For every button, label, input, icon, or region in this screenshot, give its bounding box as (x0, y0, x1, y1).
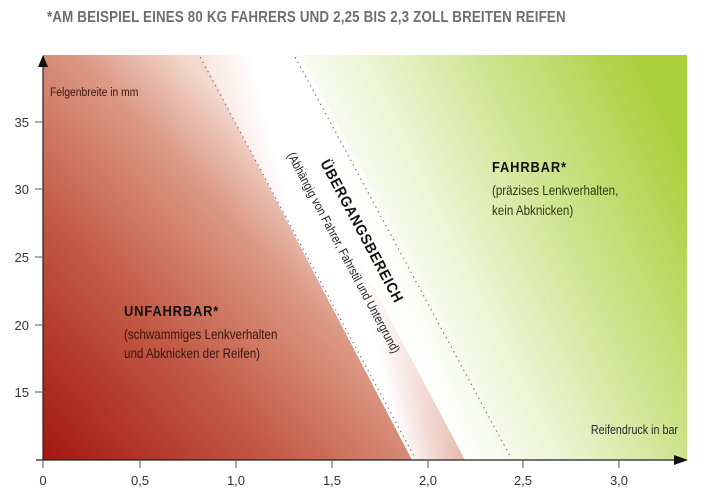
y-axis-arrow-icon (38, 55, 48, 67)
fahrbar-desc-line2: kein Abknicken) (492, 203, 573, 218)
y-tick-label: 15 (15, 385, 29, 400)
x-tick-label: 1,0 (227, 473, 245, 488)
plot-area (43, 55, 687, 460)
x-axis-arrow-icon (674, 455, 688, 465)
y-tick-label: 35 (15, 115, 29, 130)
y-axis-label: Felgenbreite in mm (50, 86, 138, 99)
x-tick-label: 0 (39, 473, 46, 488)
chart-title: *AM BEISPIEL EINES 80 KG FAHRERS UND 2,2… (47, 9, 566, 26)
x-tick-label: 0,5 (131, 473, 149, 488)
fahrbar-desc-line1: (präzises Lenkverhalten, (492, 183, 618, 198)
y-tick-labels: 35 30 25 20 15 (15, 115, 29, 400)
unfahrbar-heading: UNFAHRBAR* (124, 302, 219, 319)
x-tick-label: 2,5 (514, 473, 532, 488)
x-tick-labels: 0 0,5 1,0 1,5 2,0 2,5 3,0 (39, 473, 628, 488)
unfahrbar-desc-line1: (schwammiges Lenkverhalten (124, 327, 277, 342)
y-tick-label: 25 (15, 250, 29, 265)
unfahrbar-desc-line2: und Abknicken der Reifen) (124, 346, 260, 361)
label-unfahrbar: UNFAHRBAR* (schwammiges Lenkverhalten un… (124, 302, 277, 361)
y-tick-label: 20 (15, 318, 29, 333)
x-tick-label: 2,0 (419, 473, 437, 488)
x-tick-label: 3,0 (610, 473, 628, 488)
fahrbar-heading: FAHRBAR* (492, 158, 567, 175)
x-tick-label: 1,5 (323, 473, 341, 488)
y-ticks (35, 121, 43, 393)
y-tick-label: 30 (15, 182, 29, 197)
x-axis-label: Reifendruck in bar (591, 423, 678, 437)
x-ticks (42, 460, 620, 468)
region-uebergang (200, 55, 520, 460)
label-fahrbar: FAHRBAR* (präzises Lenkverhalten, kein A… (492, 158, 618, 218)
